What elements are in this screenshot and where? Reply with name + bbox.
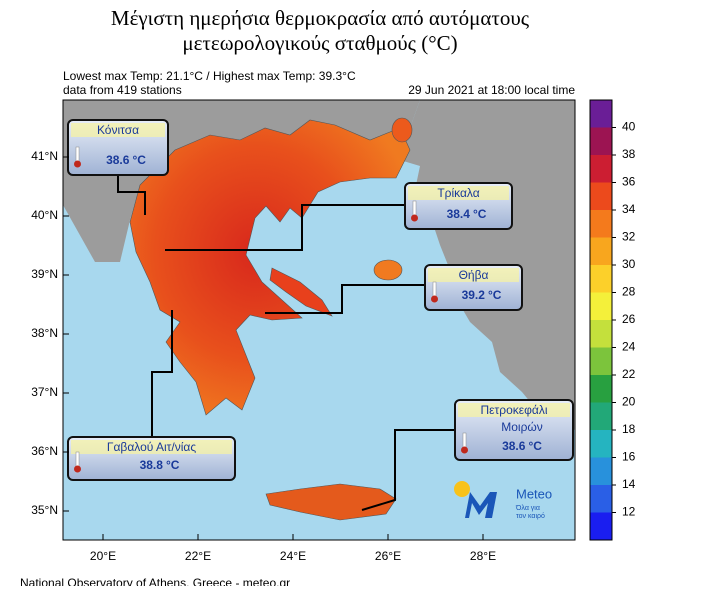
callout-value: 39.2 °C — [462, 288, 502, 302]
callout-name: Μοιρών — [501, 420, 543, 434]
colorbar-segment — [590, 485, 612, 513]
logo-tagline: Όλα για — [515, 505, 540, 512]
title: Μέγιστη ημερήσια θερμοκρασία από αυτόματ… — [111, 6, 530, 30]
colorbar-segment — [590, 155, 612, 183]
callout-name: Γαβαλού Αιτ/νίας — [107, 440, 196, 454]
temp: 38.6 — [502, 439, 526, 453]
lat-label: 36°N — [31, 444, 58, 458]
time: 29 Jun 2021 at 18:00 local time — [408, 83, 575, 97]
colorbar-segment — [590, 265, 612, 293]
temp: 38.8 — [140, 458, 164, 472]
colorbar-label: 18 — [622, 422, 636, 436]
callout-name: Κόνιτσα — [97, 123, 139, 137]
colorbar-label: 30 — [622, 257, 636, 271]
callout-header — [71, 123, 165, 137]
map-frame — [62, 99, 576, 541]
lon-label: 22°E — [185, 549, 211, 563]
unit: °C — [488, 288, 502, 302]
colorbar-segment — [590, 127, 612, 155]
thermometer-bulb — [411, 214, 418, 222]
colorbar-segment — [590, 457, 612, 485]
colorbar-segment — [590, 430, 612, 458]
colorbar-label: 32 — [622, 230, 636, 244]
callout-value: 38.6 °C — [502, 439, 542, 453]
colorbar-label: 28 — [622, 285, 636, 299]
callout: Κόνιτσα 38.6 °C — [67, 119, 169, 176]
lat-label: 41°N — [31, 149, 58, 163]
callout-header — [408, 186, 509, 200]
subtitle: Lowest max Temp: 21.1°C / Highest max Te… — [63, 69, 356, 83]
temp: 38.6 — [106, 153, 130, 167]
crete — [265, 483, 397, 521]
colorbar-label: 22 — [622, 367, 636, 381]
lat-label: 37°N — [31, 385, 58, 399]
title: μετεωρολογικούς σταθμούς (°C) — [182, 31, 457, 55]
callout: Πετροκεφάλι Μοιρών 38.6 °C — [454, 399, 574, 461]
temp: 38.4 — [447, 207, 471, 221]
thermometer-bulb — [461, 446, 468, 454]
colorbar-segment — [590, 182, 612, 210]
lon-label: 28°E — [470, 549, 496, 563]
unit: °C — [132, 153, 146, 167]
thermometer-bulb — [74, 465, 81, 473]
colorbar-segment — [590, 320, 612, 348]
island — [391, 117, 413, 143]
colorbar-label: 12 — [622, 505, 636, 519]
colorbar-segment — [590, 237, 612, 265]
lon-label: 24°E — [280, 549, 306, 563]
colorbar-label: 14 — [622, 477, 636, 491]
callout-value: 38.4 °C — [447, 207, 487, 221]
colorbar-label: 38 — [622, 147, 636, 161]
callout-name: Πετροκεφάλι — [481, 403, 548, 417]
thermometer-bulb — [74, 160, 81, 168]
unit: °C — [166, 458, 180, 472]
lon-label: 26°E — [375, 549, 401, 563]
colorbar-segment — [590, 512, 612, 540]
callout: Τρίκαλα 38.4 °C — [404, 182, 513, 230]
lesvos — [373, 259, 403, 281]
lat-label: 39°N — [31, 267, 58, 281]
callout-header — [428, 268, 519, 282]
evia — [269, 267, 333, 317]
logo: Meteo Όλα για τον καιρό — [454, 481, 552, 520]
lat-label: 38°N — [31, 326, 58, 340]
footer: National Observatory of Athens, Greece -… — [20, 576, 290, 586]
colorbar-label: 26 — [622, 312, 636, 326]
lat-label: 35°N — [31, 503, 58, 517]
colorbar-segment — [590, 375, 612, 403]
colorbar-label: 20 — [622, 395, 636, 409]
thermometer-bulb — [431, 295, 438, 303]
unit: °C — [528, 439, 542, 453]
callout: Θήβα 39.2 °C — [424, 264, 523, 311]
unit: °C — [473, 207, 487, 221]
colorbar-label: 16 — [622, 450, 636, 464]
colorbar-segment — [590, 347, 612, 375]
lon-label: 20°E — [90, 549, 116, 563]
callout-name: Θήβα — [459, 268, 489, 282]
colorbar-label: 36 — [622, 175, 636, 189]
lat-label: 40°N — [31, 208, 58, 222]
callout-value: 38.8 °C — [140, 458, 180, 472]
logo-brand: Meteo — [516, 486, 552, 501]
colorbar-label: 34 — [622, 202, 636, 216]
colorbar-segment — [590, 210, 612, 238]
colorbar-segment — [590, 402, 612, 430]
callout-value: 38.6 °C — [106, 153, 146, 167]
callout-name: Τρίκαλα — [437, 186, 479, 200]
temp: 39.2 — [462, 288, 486, 302]
connectors — [117, 175, 455, 511]
logo-tagline: τον καιρό — [516, 512, 545, 520]
colorbar-label: 40 — [622, 120, 636, 134]
stations: data from 419 stations — [63, 83, 182, 97]
callout: Γαβαλού Αιτ/νίας 38.8 °C — [67, 436, 236, 481]
colorbar-segment — [590, 100, 612, 128]
callout-header — [458, 403, 570, 417]
callout-header — [71, 440, 232, 454]
colorbar-segment — [590, 292, 612, 320]
colorbar-label: 24 — [622, 340, 636, 354]
